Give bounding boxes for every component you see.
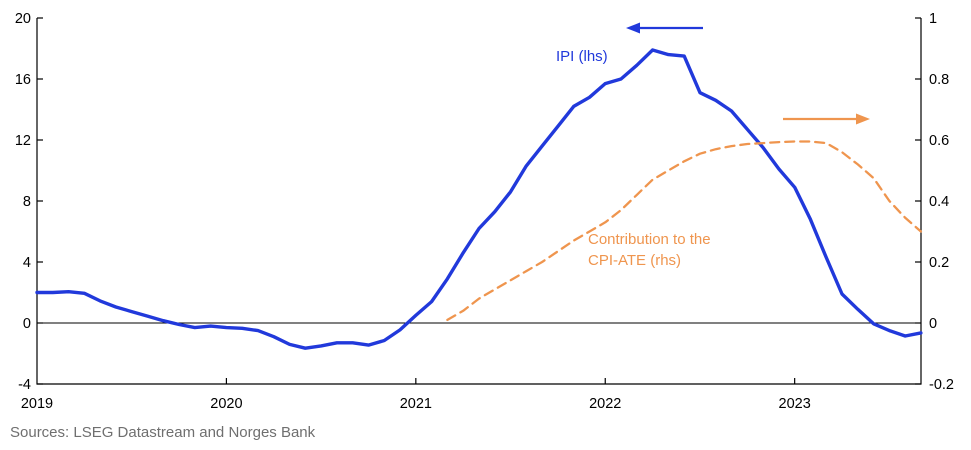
source-note: Sources: LSEG Datastream and Norges Bank <box>10 424 316 441</box>
x-axis-year-label: 2019 <box>21 396 53 412</box>
cpi-ate-series-label-line2: CPI-ATE (rhs) <box>588 252 682 269</box>
cpi-ate-series-label-line1: Contribution to the <box>588 231 711 248</box>
lhs-arrow-head <box>626 22 640 34</box>
rhs-arrow-head <box>856 113 870 125</box>
x-axis-year-label: 2020 <box>210 396 242 412</box>
left-axis-tick-label: 8 <box>23 194 31 210</box>
cpi-ate-contribution-line <box>446 140 923 322</box>
right-axis-tick-label: 0 <box>929 316 937 332</box>
right-axis-tick-label: 0.6 <box>929 133 949 149</box>
ipi-series-label: IPI (lhs) <box>556 48 608 65</box>
x-axis-year-label: 2023 <box>779 396 811 412</box>
left-axis-tick-label: 4 <box>23 255 31 271</box>
left-axis-tick-label: 12 <box>15 133 31 149</box>
left-axis-tick-label: 16 <box>15 72 31 88</box>
x-axis-year-label: 2021 <box>400 396 432 412</box>
right-axis-tick-label: 0.4 <box>929 194 949 210</box>
right-axis-tick-label: 0.8 <box>929 72 949 88</box>
cpi-ate-series-label: Contribution to the CPI-ATE (rhs) <box>588 229 711 271</box>
x-axis-year-label: 2022 <box>589 396 621 412</box>
left-axis-tick-label: -4 <box>18 377 31 393</box>
left-axis-tick-label: 20 <box>15 11 31 27</box>
right-axis-tick-label: 0.2 <box>929 255 949 271</box>
ipi-line <box>35 48 923 350</box>
right-axis-tick-label: 1 <box>929 11 937 27</box>
left-axis-tick-label: 0 <box>23 316 31 332</box>
axis-frame <box>36 18 922 385</box>
right-axis-tick-label: -0.2 <box>929 377 954 393</box>
